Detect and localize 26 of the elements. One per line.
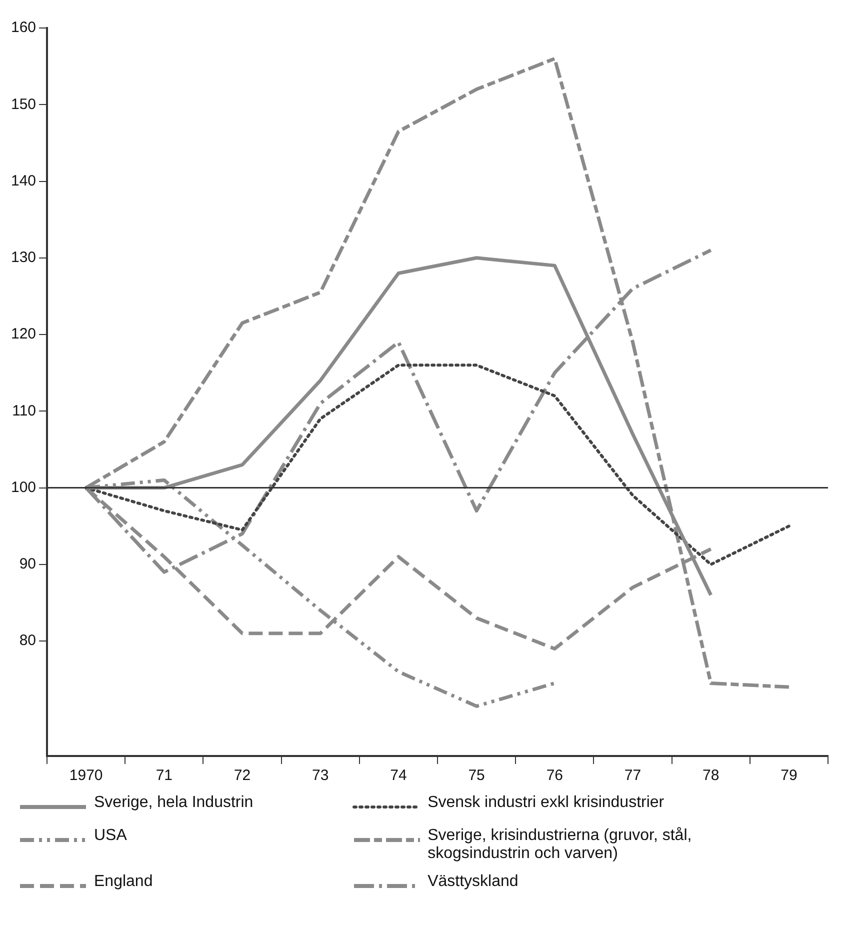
legend-label: Svensk industri exkl krisindustrier [428,794,664,812]
y-tick-label: 160 [10,19,36,36]
x-tick-label: 79 [780,767,798,784]
x-tick-label: 78 [702,767,720,784]
y-tick-label: 140 [10,172,36,190]
x-tick-label: 73 [312,767,329,784]
x-tick-label: 76 [546,767,564,784]
legend-label: Sverige, krisindustrierna (gruvor, stål, skogsindustrin och varven) [428,827,693,863]
legend-label: Sverige, hela Industrin [94,794,254,812]
x-tick-label: 71 [156,767,173,784]
x-tick-label: 77 [624,767,642,784]
line-series [84,364,790,566]
y-tick-label: 90 [19,556,36,573]
x-tick-label: 72 [234,767,251,784]
y-tick-label: 80 [19,632,36,650]
x-tick-label: 1970 [69,767,103,784]
legend-label: Västtyskland [428,873,518,891]
x-tick-label: 74 [390,767,407,784]
y-tick-label: 110 [12,402,36,420]
y-tick-label: 100 [10,478,36,496]
legend-label: USA [94,827,127,845]
y-tick-label: 130 [10,249,36,266]
legend-label: England [94,873,153,891]
x-tick-label: 75 [468,767,485,784]
y-tick-label: 150 [10,96,36,113]
y-tick-label: 120 [10,326,36,343]
